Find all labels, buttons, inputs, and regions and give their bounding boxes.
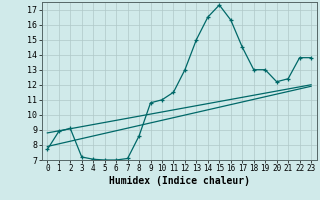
X-axis label: Humidex (Indice chaleur): Humidex (Indice chaleur)	[109, 176, 250, 186]
